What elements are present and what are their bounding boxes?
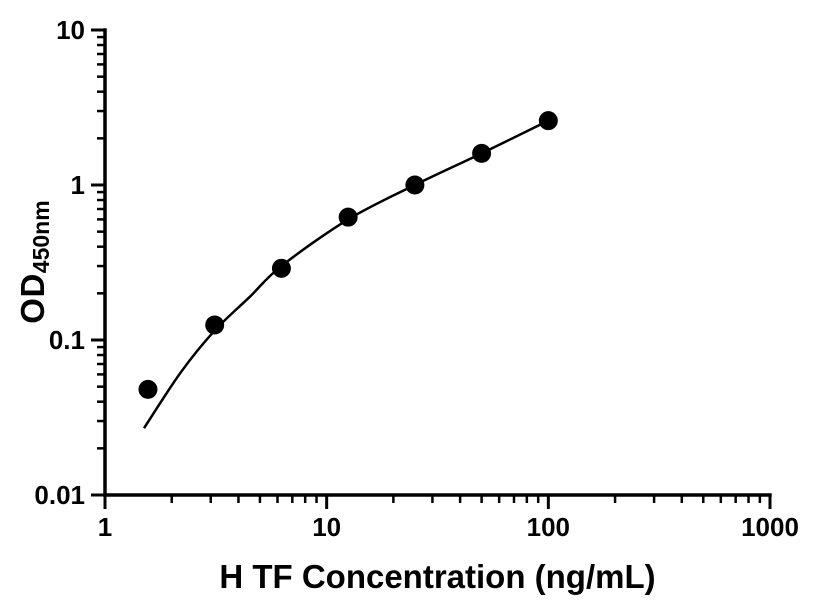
y-tick-label: 1: [71, 170, 85, 200]
data-point: [338, 207, 358, 227]
x-tick-label: 100: [527, 512, 570, 542]
data-point: [472, 143, 492, 163]
axes-spines: [103, 28, 772, 497]
y-axis-title-subscript: 450nm: [28, 200, 54, 274]
x-axis-title: H TF Concentration (ng/mL): [219, 558, 656, 595]
data-point: [205, 315, 225, 335]
y-tick-label: 10: [56, 15, 85, 45]
data-point: [405, 175, 425, 195]
fit-curve: [142, 119, 549, 429]
y-tick-label: 0.01: [34, 480, 85, 510]
data-point: [538, 111, 558, 131]
data-point: [138, 379, 158, 399]
x-tick-label: 10: [312, 512, 341, 542]
y-axis-title-main: OD: [14, 273, 51, 324]
data-point: [271, 258, 291, 278]
x-tick-label: 1000: [741, 512, 799, 542]
y-axis-title: OD450nm: [14, 200, 54, 324]
y-tick-label: 0.1: [49, 325, 85, 355]
x-tick-label: 1: [98, 512, 112, 542]
